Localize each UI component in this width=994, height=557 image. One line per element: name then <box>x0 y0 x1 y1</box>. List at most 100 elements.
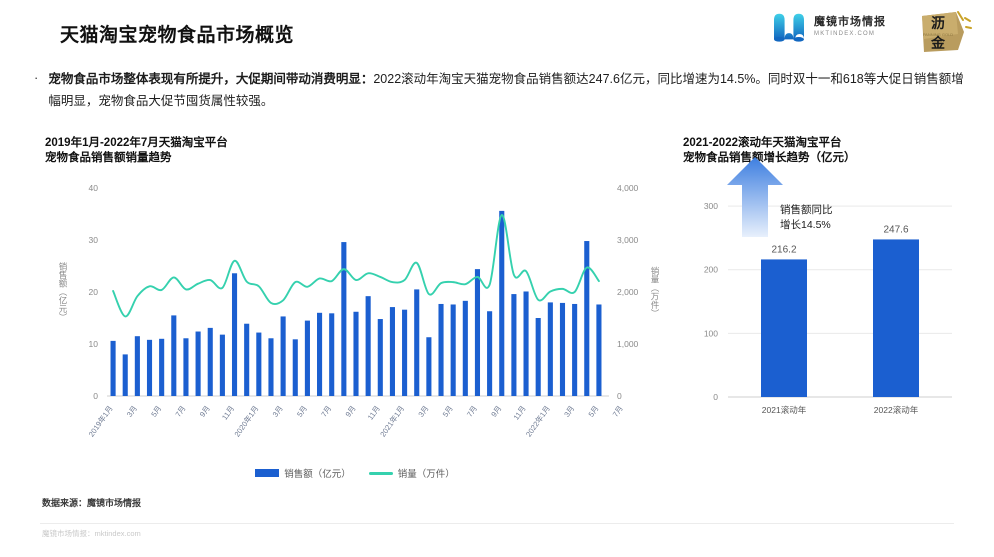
trend-bar <box>159 338 165 396</box>
growth-category-label: 2021滚动年 <box>762 405 807 415</box>
trend-bar <box>474 269 481 396</box>
trend-bar <box>110 340 116 396</box>
trend-ytick-right: 1,000 <box>617 339 639 349</box>
trend-bar <box>183 338 189 396</box>
trend-bar <box>231 273 238 396</box>
growth-category-label: 2022滚动年 <box>874 405 919 415</box>
trend-bar <box>535 318 541 396</box>
trend-bar <box>365 296 371 396</box>
trend-xtick: 5月 <box>586 404 600 419</box>
trend-ytick-left: 10 <box>89 339 99 349</box>
bullet-marker: · <box>34 70 39 85</box>
trend-bar <box>438 303 444 396</box>
bullet-paragraph: · 宠物食品市场整体表现有所提升，大促期间带动消费明显：2022滚动年淘宝天猫宠… <box>30 68 968 112</box>
trend-bar <box>559 302 566 396</box>
trend-xtick: 3月 <box>416 404 430 419</box>
brand-text: 魔镜市场情报 MKTINDEX.COM <box>814 16 886 38</box>
trend-bar <box>523 291 529 396</box>
trend-bar <box>499 210 505 396</box>
trend-bar <box>244 323 250 396</box>
trend-bar <box>426 337 432 396</box>
legend-swatch-line <box>368 471 393 475</box>
trend-xtick: 11月 <box>366 404 382 422</box>
growth-callout-text: 销售额同比 增长14.5% <box>780 204 833 231</box>
trend-bar <box>414 289 420 396</box>
mktindex-m-icon <box>774 13 804 42</box>
trend-bar <box>219 334 225 396</box>
trend-xtick: 7月 <box>319 404 333 419</box>
growth-up-arrow-icon <box>727 157 783 237</box>
trend-bar <box>389 307 395 396</box>
trend-bar <box>377 319 383 396</box>
trend-xtick: 9月 <box>198 404 212 419</box>
trend-xtick: 5月 <box>295 404 309 419</box>
trend-ytick-left: 0 <box>93 391 98 401</box>
footer-watermark: 魔镜市场情报：mktindex.com <box>42 529 141 538</box>
trend-bar <box>511 294 517 396</box>
bullet-body: 宠物食品市场整体表现有所提升，大促期间带动消费明显：2022滚动年淘宝天猫宠物食… <box>48 68 968 112</box>
bullet-bold-lead: 宠物食品市场整体表现有所提升，大促期间带动消费明显： <box>48 72 374 86</box>
trend-xtick: 11月 <box>220 404 236 422</box>
data-source-note: 数据来源：魔镜市场情报 <box>42 498 142 508</box>
svg-text:金: 金 <box>930 35 946 51</box>
svg-text:PANNING GOLD: PANNING GOLD <box>923 32 953 37</box>
trend-bar <box>341 242 347 396</box>
trend-y2-axis-title: 销量（万件） <box>650 266 660 318</box>
trend-bar <box>256 332 262 396</box>
trend-bar <box>207 327 213 396</box>
growth-bar <box>873 239 919 397</box>
trend-xtick: 5月 <box>441 404 455 419</box>
trend-ytick-right: 3,000 <box>617 235 639 245</box>
trend-ytick-left: 40 <box>89 183 99 193</box>
legend-item-sales: 销售额（亿元） <box>255 466 351 480</box>
trend-bar <box>195 331 201 396</box>
growth-chart: 0 100 200 300 216.2 2021滚动年 247.6 2022滚动年 <box>680 157 980 435</box>
trend-xtick: 5月 <box>149 404 163 419</box>
trend-bar <box>171 315 177 396</box>
trend-xtick: 7月 <box>174 404 188 419</box>
trend-y-axis-title: 销售额（亿元） <box>58 262 68 322</box>
trend-bar <box>584 241 590 396</box>
trend-xtick: 7月 <box>465 404 479 419</box>
trend-bar <box>134 336 140 396</box>
trend-bar <box>292 339 298 396</box>
right-chart-title: 2021-2022滚动年天猫淘宝平台 宠物食品销售额增长趋势（亿元） <box>683 137 856 164</box>
growth-bar <box>761 259 807 397</box>
page-title: 天猫淘宝宠物食品市场概览 <box>60 25 295 46</box>
trend-bar <box>487 311 493 396</box>
trend-bar <box>462 300 468 396</box>
legend-item-volume: 销量（万件） <box>368 466 455 480</box>
trend-xtick: 9月 <box>489 404 503 419</box>
trend-bar <box>596 304 602 396</box>
brand-name: 魔镜市场情报 <box>814 16 886 28</box>
growth-ytick: 100 <box>704 328 718 338</box>
trend-chart: 0 10 20 30 40 0 1,000 2,000 3,000 4,000 2019年1月 3月 5… <box>45 178 665 488</box>
trend-bar <box>547 302 553 396</box>
growth-value-label: 247.6 <box>883 224 908 235</box>
brand-url: MKTINDEX.COM <box>814 31 876 37</box>
trend-xtick: 3月 <box>271 404 285 419</box>
trend-bar <box>572 303 578 396</box>
left-chart-title: 2019年1月-2022年7月天猫淘宝平台 宠物食品销售额销量趋势 <box>45 137 228 164</box>
growth-value-label: 216.2 <box>771 244 796 255</box>
trend-xtick: 2020年1月 <box>232 403 261 438</box>
growth-ytick: 0 <box>713 392 718 402</box>
trend-bar <box>317 312 323 396</box>
trend-bar <box>353 311 359 396</box>
growth-ytick: 300 <box>704 201 718 211</box>
lijin-badge-icon: 沥 金 PANNING GOLD <box>922 11 972 52</box>
growth-ytick: 200 <box>704 265 718 275</box>
legend-label-volume: 销量（万件） <box>397 469 455 480</box>
trend-ytick-left: 30 <box>89 235 99 245</box>
legend-label-sales: 销售额（亿元） <box>284 469 351 480</box>
growth-chart-svg: 0 100 200 300 216.2 2021滚动年 247.6 2022滚动年 <box>704 157 952 415</box>
trend-chart-svg: 0 10 20 30 40 0 1,000 2,000 3,000 4,000 2019年1月 3月 5… <box>58 183 660 439</box>
legend-swatch-bar <box>255 469 280 477</box>
trend-bar <box>122 354 128 396</box>
svg-text:沥: 沥 <box>931 15 945 31</box>
trend-xtick: 7月 <box>611 404 625 419</box>
trend-xtick: 3月 <box>562 404 576 419</box>
trend-ytick-right: 0 <box>617 391 622 401</box>
trend-ytick-left: 20 <box>89 287 99 297</box>
